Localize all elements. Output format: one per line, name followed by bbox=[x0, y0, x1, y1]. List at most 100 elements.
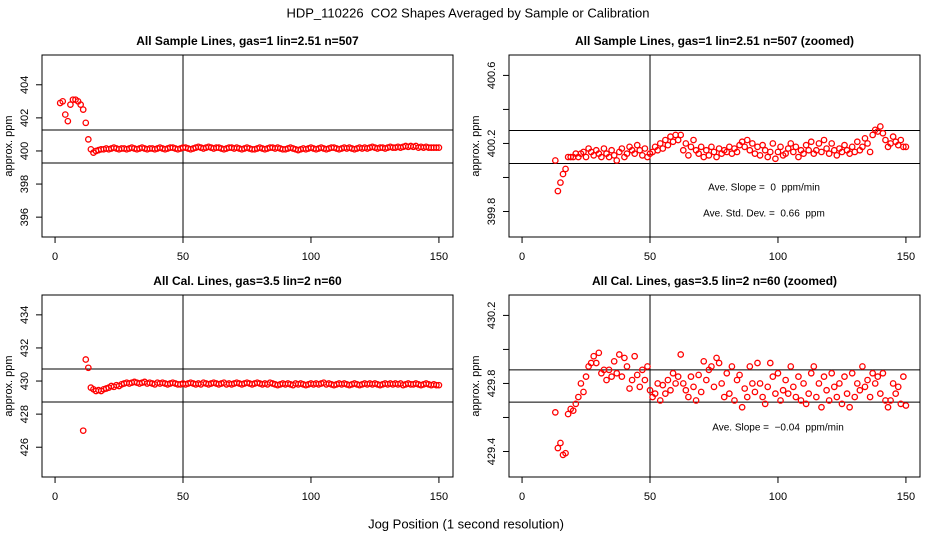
point bbox=[818, 148, 825, 156]
point bbox=[79, 427, 87, 435]
point bbox=[728, 363, 736, 370]
point bbox=[674, 373, 682, 380]
x-tick-label: 50 bbox=[177, 491, 189, 503]
point bbox=[733, 148, 741, 156]
point bbox=[815, 140, 823, 147]
y-tick-label: 434 bbox=[19, 306, 31, 324]
x-tick-label: 100 bbox=[302, 251, 320, 263]
point bbox=[736, 371, 743, 379]
point bbox=[687, 143, 695, 151]
point bbox=[782, 150, 789, 158]
x-tick-label: 0 bbox=[519, 491, 525, 503]
point bbox=[833, 152, 841, 159]
point bbox=[710, 383, 718, 391]
point bbox=[551, 409, 559, 416]
panel: All Cal. Lines, gas=3.5 lin=2 n=60 (zoom… bbox=[470, 274, 921, 503]
y-tick-label: 404 bbox=[19, 76, 31, 94]
point bbox=[876, 390, 884, 398]
point bbox=[749, 140, 756, 147]
point bbox=[825, 150, 833, 158]
point bbox=[774, 369, 782, 377]
point bbox=[802, 141, 810, 149]
point bbox=[662, 136, 669, 144]
point bbox=[435, 381, 443, 389]
x-tick-label: 150 bbox=[897, 491, 915, 503]
x-tick-label: 100 bbox=[769, 491, 787, 503]
y-tick-label: 429.8 bbox=[486, 370, 498, 398]
point bbox=[902, 143, 910, 151]
point bbox=[848, 369, 856, 377]
y-axis-label: approx. ppm bbox=[3, 115, 15, 176]
point bbox=[874, 373, 882, 380]
point bbox=[551, 157, 559, 164]
point bbox=[705, 152, 713, 159]
point bbox=[554, 187, 562, 195]
point bbox=[623, 363, 631, 370]
point bbox=[695, 371, 702, 379]
point bbox=[562, 165, 569, 173]
point bbox=[610, 357, 618, 365]
points bbox=[551, 349, 910, 459]
point bbox=[871, 380, 879, 387]
point bbox=[582, 153, 590, 161]
point bbox=[621, 354, 628, 362]
panel-title: All Sample Lines, gas=1 lin=2.51 n=507 bbox=[136, 34, 359, 48]
point bbox=[749, 380, 756, 387]
point bbox=[802, 400, 810, 408]
point bbox=[715, 359, 723, 367]
point bbox=[856, 386, 864, 394]
point bbox=[708, 143, 715, 151]
point bbox=[772, 390, 779, 398]
point bbox=[754, 359, 761, 367]
point bbox=[851, 393, 859, 401]
annotation: Ave. Slope = −0.04 ppm/min bbox=[712, 423, 844, 434]
annotation: Ave. Slope = 0 ppm/min bbox=[708, 183, 820, 194]
point bbox=[572, 400, 580, 408]
point bbox=[784, 390, 792, 398]
point bbox=[84, 364, 92, 372]
point bbox=[859, 363, 866, 370]
point bbox=[580, 388, 587, 396]
point bbox=[861, 383, 869, 391]
x-tick-label: 0 bbox=[52, 491, 58, 503]
point bbox=[633, 141, 641, 149]
x-tick-label: 50 bbox=[177, 251, 189, 263]
point bbox=[823, 386, 830, 394]
point bbox=[672, 380, 679, 387]
point bbox=[61, 111, 69, 118]
point bbox=[784, 145, 792, 152]
point bbox=[690, 383, 697, 391]
y-tick-label: 428 bbox=[19, 405, 31, 423]
point bbox=[67, 101, 74, 108]
point bbox=[433, 381, 440, 389]
point bbox=[897, 136, 905, 144]
point bbox=[841, 141, 848, 149]
point bbox=[774, 148, 782, 156]
point bbox=[618, 145, 626, 152]
point bbox=[559, 170, 567, 178]
x-tick-label: 150 bbox=[430, 251, 448, 263]
point bbox=[592, 359, 600, 367]
point bbox=[644, 363, 651, 370]
y-tick-label: 400.2 bbox=[486, 130, 498, 158]
point bbox=[646, 386, 654, 394]
point bbox=[700, 357, 708, 365]
point bbox=[800, 380, 807, 387]
point bbox=[697, 388, 705, 396]
point bbox=[761, 400, 769, 408]
y-tick-label: 400.6 bbox=[486, 62, 498, 90]
point bbox=[677, 131, 685, 139]
point bbox=[838, 400, 846, 408]
point bbox=[603, 376, 610, 384]
point bbox=[900, 143, 907, 151]
point bbox=[828, 140, 836, 147]
point bbox=[631, 150, 639, 158]
point bbox=[836, 380, 843, 387]
point bbox=[738, 403, 746, 411]
point bbox=[864, 376, 871, 384]
point bbox=[682, 140, 690, 147]
panel-title: All Cal. Lines, gas=3.5 lin=2 n=60 bbox=[153, 274, 342, 288]
x-tick-label: 50 bbox=[644, 251, 656, 263]
point bbox=[843, 390, 851, 398]
point bbox=[618, 373, 626, 380]
